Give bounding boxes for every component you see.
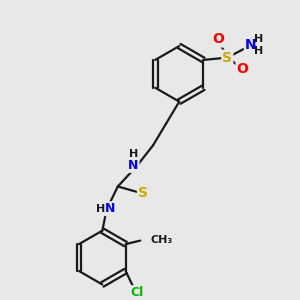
Text: N: N — [128, 159, 139, 172]
Text: N: N — [245, 38, 256, 52]
Text: N: N — [105, 202, 116, 215]
Text: S: S — [222, 51, 232, 64]
Text: H: H — [254, 46, 263, 56]
Text: O: O — [212, 32, 224, 46]
Text: H: H — [254, 34, 263, 44]
Text: H: H — [129, 149, 138, 159]
Text: S: S — [138, 186, 148, 200]
Text: CH₃: CH₃ — [151, 235, 173, 245]
Text: Cl: Cl — [130, 286, 143, 299]
Text: H: H — [96, 204, 105, 214]
Text: O: O — [237, 62, 248, 76]
